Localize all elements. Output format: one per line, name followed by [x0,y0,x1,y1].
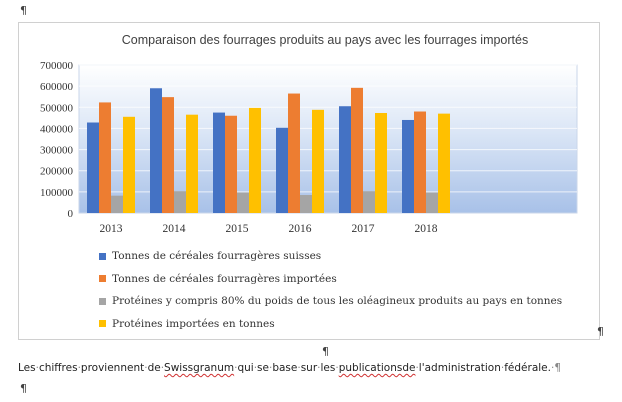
legend-item: Protéines y compris 80% du poids de tous… [99,290,562,313]
y-tick-label: 600000 [40,81,74,93]
note-word: les [320,362,336,374]
bar-2014-series-1 [162,97,174,213]
space-mark: · [77,362,81,374]
note-word: Les [18,362,36,374]
chart-svg: Comparaison des fourrages produits au pa… [40,33,578,235]
legend-item: Protéines importées en tonnes [99,313,562,336]
y-tick-label: 300000 [40,145,74,157]
bar-2017-series-0 [339,106,351,213]
space-mark: · [268,362,273,374]
legend-swatch-domestic-proteins [99,297,106,305]
pilcrow-bottom: ¶ [20,382,27,395]
bar-2015-series-1 [225,115,237,213]
legend: Tonnes de céréales fourragères suisses T… [99,245,562,335]
chart-title: Comparaison des fourrages produits au pa… [122,33,528,47]
space-mark: · [550,362,555,374]
legend-swatch-imported-cereals [99,275,106,283]
bar-2015-series-2 [237,192,249,213]
bar-2013-series-1 [99,102,111,213]
bar-2013-series-2 [111,195,123,213]
space-mark: · [144,362,148,374]
space-mark: · [335,362,339,374]
space-mark: · [297,362,301,374]
space-mark: · [253,362,258,374]
space-mark: · [500,362,505,374]
pilcrow-note-end: ¶ [554,362,561,374]
bar-2014-series-3 [186,114,198,213]
x-tick-label: 2014 [163,223,186,235]
bar-2016-series-2 [300,195,312,213]
bar-2016-series-1 [288,93,300,213]
space-mark: · [160,362,165,374]
space-mark: · [35,362,39,374]
y-tick-label: 200000 [40,166,74,178]
note-word: publicationsde [338,362,416,374]
legend-item: Tonnes de céréales fourragères importées [99,268,562,291]
space-mark: · [234,362,238,374]
bar-2014-series-2 [174,191,186,213]
note-word: sur [300,362,318,374]
note-word: base [272,362,298,374]
x-tick-label: 2013 [100,223,123,235]
note-word: chiffres [38,362,78,374]
x-tick-label: 2017 [352,223,375,235]
pilcrow-chart-end: ¶ [597,325,604,338]
note-word: se [257,362,269,374]
bar-2018-series-0 [402,119,414,213]
bar-2015-series-3 [249,107,261,213]
chart-frame[interactable]: Comparaison des fourrages produits au pa… [18,22,600,340]
legend-label: Tonnes de céréales fourragères suisses [112,250,322,263]
note-word: fédérale. [504,362,551,374]
bar-2017-series-3 [375,112,387,213]
bar-2017-series-2 [363,191,375,213]
x-tick-label: 2016 [289,223,312,235]
legend-label: Protéines importées en tonnes [112,317,275,330]
bar-2013-series-0 [87,122,99,213]
bar-2015-series-0 [213,112,225,213]
space-mark: · [415,362,419,374]
legend-label: Protéines y compris 80% du poids de tous… [112,295,563,308]
note-word: de [147,362,161,374]
pilcrow-top: ¶ [20,4,27,17]
note-word: qui [237,362,254,374]
legend-swatch-swiss-cereals [99,252,106,260]
legend-label: Tonnes de céréales fourragères importées [112,272,337,285]
x-tick-label: 2018 [415,223,438,235]
bar-2016-series-3 [312,109,324,213]
y-tick-label: 700000 [40,60,74,72]
x-axis-labels: 2013 2014 2015 2016 2017 2018 [100,223,438,235]
y-tick-label: 100000 [40,187,74,199]
bar-2013-series-3 [123,116,135,213]
bar-2017-series-1 [351,87,363,213]
y-tick-label: 0 [68,208,74,220]
note-word: Swissgranum [164,362,235,374]
bar-2018-series-1 [414,111,426,213]
legend-item: Tonnes de céréales fourragères suisses [99,245,562,268]
note-word: l'administration [418,362,501,374]
bar-2018-series-2 [426,192,438,213]
y-axis-labels: 0 100000 200000 300000 400000 500000 600000 700… [40,60,74,220]
bar-2014-series-0 [150,88,162,213]
x-tick-label: 2015 [226,223,249,235]
bars [87,87,450,213]
bar-2018-series-3 [438,113,450,213]
y-tick-label: 500000 [40,102,74,114]
bar-2016-series-0 [276,127,288,213]
y-tick-label: 400000 [40,123,74,135]
pilcrow-centered: ¶ [322,345,329,358]
source-note: Les·chiffres·proviennent·de·Swissgranum·… [18,362,561,374]
legend-swatch-imported-proteins [99,320,106,328]
note-word: proviennent [80,362,145,374]
space-mark: · [317,362,321,374]
